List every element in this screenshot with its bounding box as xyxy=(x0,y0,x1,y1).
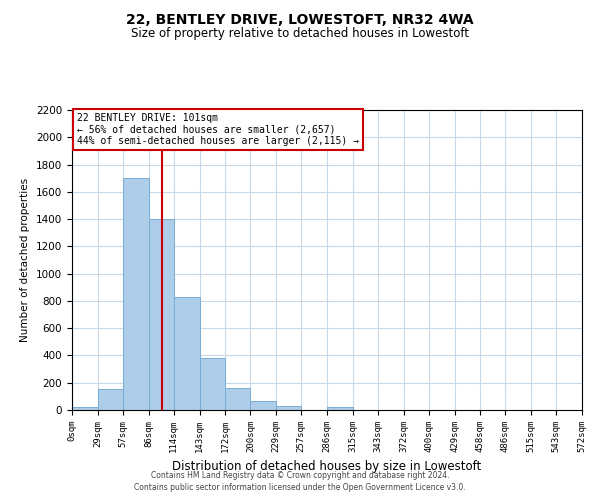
Y-axis label: Number of detached properties: Number of detached properties xyxy=(20,178,31,342)
Bar xyxy=(199,358,226,410)
Bar xyxy=(98,389,123,410)
Text: 22, BENTLEY DRIVE, LOWESTOFT, NR32 4WA: 22, BENTLEY DRIVE, LOWESTOFT, NR32 4WA xyxy=(126,12,474,26)
Bar xyxy=(276,406,301,410)
Text: 22 BENTLEY DRIVE: 101sqm
← 56% of detached houses are smaller (2,657)
44% of sem: 22 BENTLEY DRIVE: 101sqm ← 56% of detach… xyxy=(77,113,359,146)
Text: Contains HM Land Registry data © Crown copyright and database right 2024.
Contai: Contains HM Land Registry data © Crown c… xyxy=(134,471,466,492)
Text: Size of property relative to detached houses in Lowestoft: Size of property relative to detached ho… xyxy=(131,28,469,40)
Bar xyxy=(72,408,98,410)
X-axis label: Distribution of detached houses by size in Lowestoft: Distribution of detached houses by size … xyxy=(172,460,482,473)
Bar xyxy=(250,401,276,410)
Bar xyxy=(173,297,199,410)
Bar xyxy=(123,178,149,410)
Bar xyxy=(149,219,173,410)
Bar xyxy=(327,406,353,410)
Bar xyxy=(226,388,250,410)
